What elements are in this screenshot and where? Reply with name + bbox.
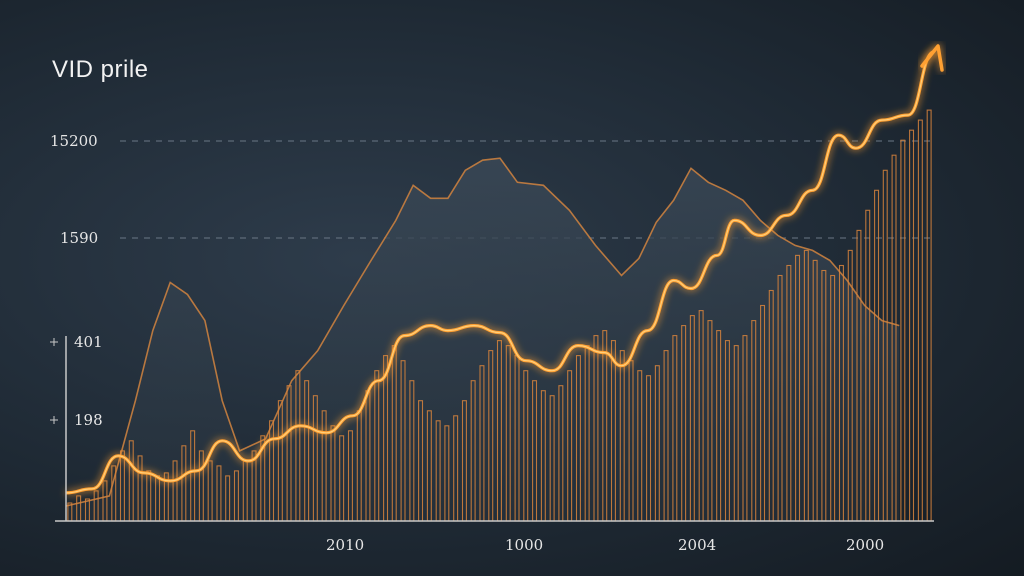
y-tick-label: 401 [74,333,103,351]
y-tick-label: 15200 [50,132,98,150]
x-tick-label: 2010 [326,536,365,554]
chart-title: VID prile [52,56,149,83]
volume-bar [926,109,932,522]
area-outline [65,157,900,507]
x-tick-label: 2000 [846,536,885,554]
area-fill [66,158,900,521]
arrow-head-icon [920,44,944,72]
volume-bar [909,129,915,522]
volume-bar [917,119,923,522]
x-tick-label: 1000 [505,536,544,554]
y-tick-label: 198 [74,411,103,429]
volume-bar [900,139,906,522]
x-tick-label: 2004 [678,536,717,554]
y-tick-label: 1590 [60,229,99,247]
price-trend-highlight [65,51,935,494]
